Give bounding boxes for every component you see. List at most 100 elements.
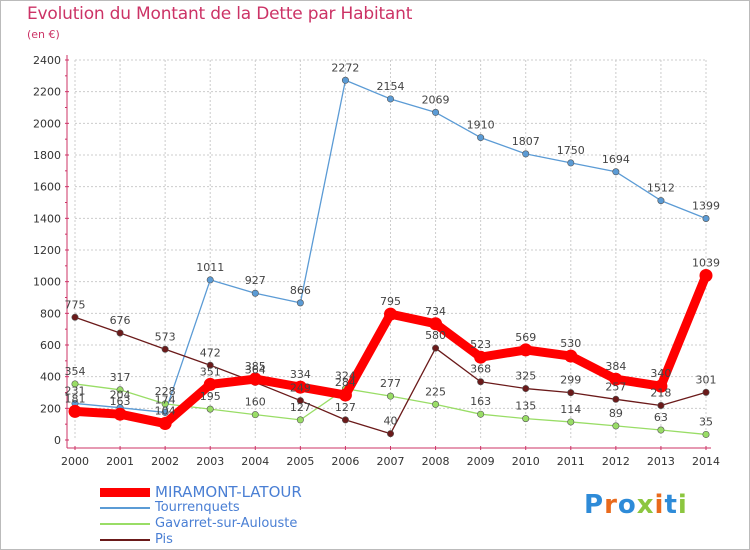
data-label-miramont-latour: 385 [245, 360, 266, 373]
data-point-miramont-latour [699, 268, 713, 282]
data-point-miramont-latour [429, 317, 443, 331]
data-label-gavarret-sur-aulouste: 35 [699, 415, 713, 428]
legend-swatch-tourrenquets [100, 507, 150, 509]
legend-item-pis: Pis [100, 532, 360, 548]
data-label-pis: 127 [335, 401, 356, 414]
x-tick-label: 2014 [692, 455, 720, 468]
data-point-tourrenquets [432, 108, 440, 116]
data-label-gavarret-sur-aulouste: 317 [110, 371, 131, 384]
x-tick-label: 2011 [557, 455, 585, 468]
data-label-tourrenquets: 1399 [692, 199, 720, 212]
data-point-gavarret-sur-aulouste [71, 380, 79, 388]
data-label-gavarret-sur-aulouste: 228 [155, 385, 176, 398]
data-label-gavarret-sur-aulouste: 225 [425, 385, 446, 398]
data-label-gavarret-sur-aulouste: 89 [609, 407, 623, 420]
x-tick-label: 2005 [286, 455, 314, 468]
data-point-gavarret-sur-aulouste [567, 418, 575, 426]
data-point-gavarret-sur-aulouste [477, 410, 485, 418]
data-point-gavarret-sur-aulouste [386, 392, 394, 400]
data-point-gavarret-sur-aulouste [432, 400, 440, 408]
data-point-pis [567, 389, 575, 397]
data-label-miramont-latour: 104 [155, 405, 176, 418]
data-label-pis: 573 [155, 330, 176, 343]
data-label-pis: 775 [65, 298, 86, 311]
data-labels: 231 204 174 1011 927 866 2272 2154 2069 1910 1807 1… [65, 61, 721, 428]
y-tick-label: 1600 [33, 181, 61, 194]
data-point-miramont-latour [68, 404, 82, 418]
data-label-gavarret-sur-aulouste: 63 [654, 411, 668, 424]
data-label-pis: 218 [650, 386, 671, 399]
data-label-miramont-latour: 340 [650, 367, 671, 380]
data-label-tourrenquets: 231 [65, 384, 86, 397]
data-label-pis: 299 [560, 374, 581, 387]
legend-label-gavarret: Gavarret-sur-Aulouste [155, 516, 298, 531]
data-label-miramont-latour: 284 [335, 376, 356, 389]
data-label-miramont-latour: 351 [200, 365, 221, 378]
y-tick-label: 400 [40, 371, 61, 384]
data-label-miramont-latour: 795 [380, 295, 401, 308]
data-label-miramont-latour: 569 [515, 331, 536, 344]
data-point-tourrenquets [341, 76, 349, 84]
data-point-miramont-latour [519, 343, 533, 357]
legend-item-gavarret: Gavarret-sur-Aulouste [100, 516, 360, 532]
data-point-miramont-latour [293, 380, 307, 394]
legend-label-tourrenquets: Tourrenquets [155, 500, 240, 515]
x-tick-label: 2009 [467, 455, 495, 468]
y-tick-label: 2200 [33, 86, 61, 99]
gridlines [74, 59, 707, 440]
data-point-gavarret-sur-aulouste [116, 386, 124, 394]
x-axis-ticks: 2000 2001 2002 2003 2004 2005 2006 2007 2008 2009… [61, 446, 720, 468]
data-label-pis: 364 [245, 363, 266, 376]
x-tick-label: 2003 [196, 455, 224, 468]
y-tick-label: 800 [40, 307, 61, 320]
legend-label-pis: Pis [155, 532, 173, 547]
legend-label-miramont: MIRAMONT-LATOUR [155, 483, 302, 501]
legend-item-miramont: MIRAMONT-LATOUR [100, 484, 360, 500]
data-label-tourrenquets: 927 [245, 274, 266, 287]
data-label-pis: 676 [110, 314, 131, 327]
legend-item-tourrenquets: Tourrenquets [100, 500, 360, 516]
data-label-gavarret-sur-aulouste: 160 [245, 396, 266, 409]
data-point-gavarret-sur-aulouste [702, 430, 710, 438]
data-point-gavarret-sur-aulouste [296, 416, 304, 424]
y-tick-label: 1200 [33, 244, 61, 257]
y-tick-label: 1000 [33, 276, 61, 289]
x-tick-label: 2002 [151, 455, 179, 468]
data-label-tourrenquets: 2154 [377, 80, 405, 93]
y-tick-label: 1400 [33, 212, 61, 225]
data-point-pis [702, 388, 710, 396]
data-point-tourrenquets [251, 289, 259, 297]
axes [66, 55, 711, 449]
data-label-miramont-latour: 1039 [692, 256, 720, 269]
data-point-tourrenquets [477, 134, 485, 142]
data-label-tourrenquets: 204 [110, 389, 131, 402]
data-point-miramont-latour [113, 407, 127, 421]
data-label-gavarret-sur-aulouste: 354 [65, 365, 86, 378]
data-label-pis: 40 [384, 415, 398, 428]
data-label-miramont-latour: 523 [470, 338, 491, 351]
legend: MIRAMONT-LATOUR Tourrenquets Gavarret-su… [100, 484, 360, 548]
data-label-tourrenquets: 1807 [512, 135, 540, 148]
data-label-pis: 249 [290, 382, 311, 395]
y-tick-label: 0 [54, 434, 61, 447]
data-label-tourrenquets: 2069 [422, 93, 450, 106]
data-point-tourrenquets [567, 159, 575, 167]
x-tick-label: 2001 [106, 455, 134, 468]
data-point-gavarret-sur-aulouste [251, 411, 259, 419]
data-point-pis [296, 397, 304, 405]
x-tick-label: 2010 [512, 455, 540, 468]
data-label-miramont-latour: 163 [110, 395, 131, 408]
x-tick-label: 2012 [602, 455, 630, 468]
data-point-gavarret-sur-aulouste [612, 422, 620, 430]
data-label-tourrenquets: 2272 [331, 61, 359, 74]
chart-subtitle: (en €) [27, 28, 60, 41]
y-tick-label: 1800 [33, 149, 61, 162]
x-tick-label: 2004 [241, 455, 269, 468]
data-label-pis: 580 [425, 329, 446, 342]
data-label-pis: 301 [696, 373, 717, 386]
y-tick-label: 200 [40, 402, 61, 415]
data-point-tourrenquets [657, 197, 665, 205]
data-label-gavarret-sur-aulouste: 324 [335, 370, 356, 383]
logo-letter: i [677, 490, 688, 520]
data-point-miramont-latour [654, 379, 668, 393]
